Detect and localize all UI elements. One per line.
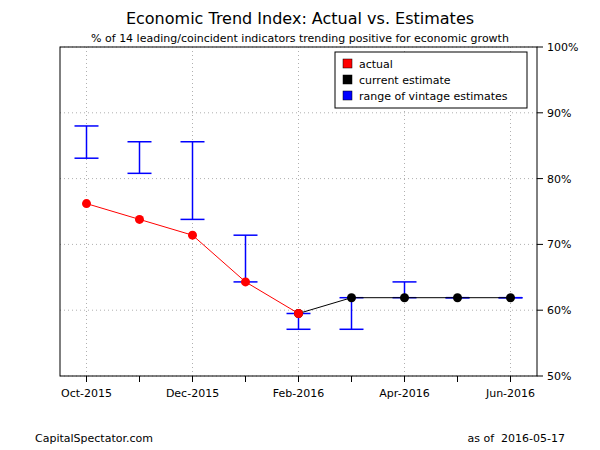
legend-swatch	[343, 59, 352, 68]
grid-line	[60, 244, 537, 245]
tick-mark	[537, 376, 543, 377]
tick-mark	[298, 376, 299, 382]
tick-mark	[537, 112, 543, 113]
range-stem	[86, 126, 88, 158]
range-bar	[75, 126, 99, 158]
tick-mark	[139, 376, 140, 382]
legend: actual current estimate range of vintage e…	[335, 52, 527, 108]
point	[294, 309, 303, 318]
tick-label: Dec-2015	[166, 387, 219, 400]
point	[82, 199, 91, 208]
tick-label: Apr-2016	[379, 387, 429, 400]
point	[188, 231, 197, 240]
tick-label: Jun-2016	[485, 387, 535, 400]
title: Economic Trend Index: Actual vs. Estimat…	[126, 9, 474, 28]
subtitle: % of 14 leading/coincident indicators tr…	[91, 32, 509, 45]
point	[135, 215, 144, 224]
note: as of 2016-05-17	[468, 432, 566, 445]
point	[347, 293, 356, 302]
tick-label: 60%	[547, 304, 571, 317]
range-cap-high	[393, 281, 417, 283]
range-cap-low	[181, 219, 205, 221]
series-line	[87, 204, 299, 314]
tick-mark	[537, 310, 543, 311]
tick-label: 80%	[547, 173, 571, 186]
legend-label: range of vintage estimates	[359, 90, 508, 103]
source: CapitalSpectator.com	[35, 432, 153, 445]
tick-mark	[510, 376, 511, 382]
plot-frame	[60, 47, 537, 376]
tick-mark	[457, 376, 458, 382]
range-cap-low	[128, 173, 152, 175]
range-bar	[181, 142, 205, 220]
legend-label: current estimate	[359, 74, 451, 87]
point	[506, 293, 515, 302]
point	[294, 309, 303, 318]
range-cap-high	[75, 125, 99, 127]
legend-swatch	[343, 75, 352, 84]
range-cap-high	[128, 141, 152, 143]
grid-line	[60, 178, 537, 179]
tick-label: 90%	[547, 107, 571, 120]
tick-mark	[537, 178, 543, 179]
point	[453, 293, 462, 302]
point	[400, 293, 409, 302]
range-stem	[351, 298, 353, 330]
point	[241, 277, 250, 286]
tick-mark	[192, 376, 193, 382]
range-stem	[245, 235, 247, 282]
range-cap-low	[75, 157, 99, 159]
grid-line	[298, 47, 299, 376]
tick-mark	[86, 376, 87, 382]
tick-label: 50%	[547, 370, 571, 383]
range-cap-low	[340, 329, 364, 331]
grid-line	[86, 47, 87, 376]
range-cap-high	[181, 141, 205, 143]
range-bar	[128, 142, 152, 174]
tick-mark	[351, 376, 352, 382]
tick-label: 100%	[547, 41, 578, 54]
range-bar	[340, 298, 364, 330]
legend-box	[335, 52, 527, 108]
range-stem	[192, 142, 194, 220]
legend-label: actual	[359, 58, 393, 71]
legend-swatch	[343, 91, 352, 100]
tick-mark	[537, 47, 543, 48]
grid-line	[60, 112, 537, 113]
grid-line	[192, 47, 193, 376]
range-cap-low	[287, 329, 311, 331]
data-group	[75, 126, 523, 329]
tick-label: Feb-2016	[273, 387, 324, 400]
range-cap-high	[234, 234, 258, 236]
range-stem	[139, 142, 141, 174]
tick-mark	[245, 376, 246, 382]
background	[0, 0, 600, 450]
tick-label: Oct-2015	[61, 387, 112, 400]
tick-mark	[404, 376, 405, 382]
tick-label: 70%	[547, 238, 571, 251]
chart: Economic Trend Index: Actual vs. Estimat…	[0, 0, 600, 450]
tick-mark	[537, 244, 543, 245]
